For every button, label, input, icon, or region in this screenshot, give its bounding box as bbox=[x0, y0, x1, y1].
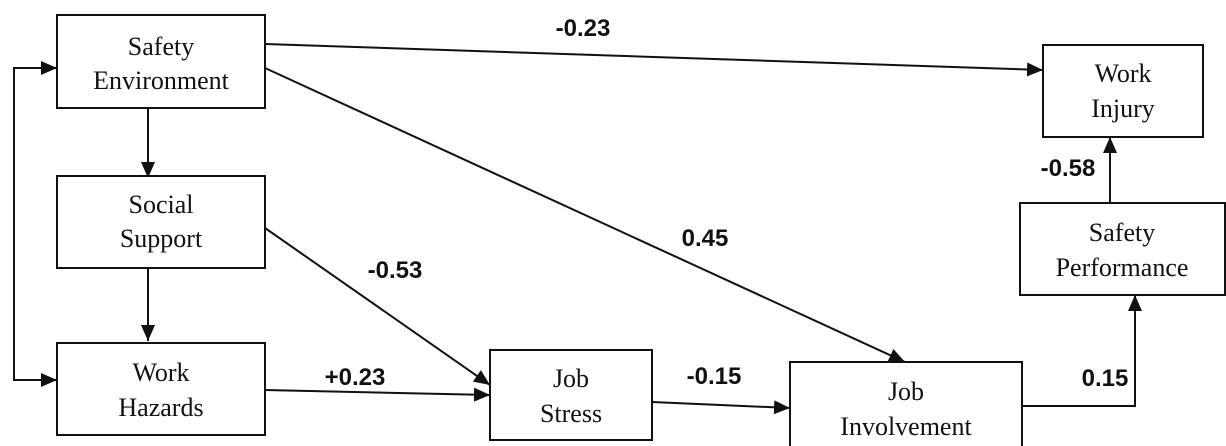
node-label: Safety bbox=[128, 32, 194, 61]
correlation-arrow bbox=[13, 61, 57, 387]
node-label: Social bbox=[129, 190, 194, 219]
node: Job Involvement bbox=[789, 361, 1023, 446]
node: Social Support bbox=[56, 175, 266, 269]
node-label: Job bbox=[553, 364, 589, 393]
edge-label: +0.23 bbox=[325, 364, 386, 391]
edge-label: -0.58 bbox=[1041, 155, 1096, 182]
edge-arrow bbox=[651, 400, 791, 415]
edge-arrow bbox=[264, 43, 1044, 77]
node: Job Stress bbox=[489, 349, 653, 441]
node-label: Performance bbox=[1056, 253, 1189, 282]
node-label: Injury bbox=[1091, 94, 1155, 123]
node-label: Safety bbox=[1089, 218, 1155, 247]
edge-label: -0.15 bbox=[687, 363, 742, 390]
node-box bbox=[56, 14, 266, 109]
edge-label: 0.15 bbox=[1082, 365, 1129, 392]
node-label: Job bbox=[888, 377, 924, 406]
node-label: Stress bbox=[540, 399, 602, 428]
node-box bbox=[789, 361, 1023, 446]
node-label: Work bbox=[132, 358, 189, 387]
node-box bbox=[1042, 44, 1204, 138]
node-label: Hazards bbox=[118, 393, 203, 422]
node-label: Involvement bbox=[840, 412, 972, 441]
edge-label: -0.23 bbox=[556, 15, 611, 42]
edge-arrow bbox=[1022, 295, 1142, 407]
node-box bbox=[56, 175, 266, 269]
node-label: Support bbox=[120, 224, 203, 253]
edge-label: -0.53 bbox=[368, 257, 423, 284]
node-box bbox=[56, 342, 266, 436]
node: Work Hazards bbox=[56, 342, 266, 436]
node-label: Environment bbox=[93, 66, 230, 95]
node: Safety Performance bbox=[1019, 202, 1226, 296]
node: Work Injury bbox=[1042, 44, 1204, 138]
edge-arrow bbox=[264, 227, 491, 386]
node-box bbox=[1019, 202, 1226, 296]
node: Safety Environment bbox=[56, 14, 266, 109]
edge-arrow bbox=[264, 387, 491, 402]
node-box bbox=[489, 349, 653, 441]
edge-arrow bbox=[264, 67, 906, 363]
node-label: Work bbox=[1094, 59, 1151, 88]
edge-label: 0.45 bbox=[682, 225, 729, 252]
